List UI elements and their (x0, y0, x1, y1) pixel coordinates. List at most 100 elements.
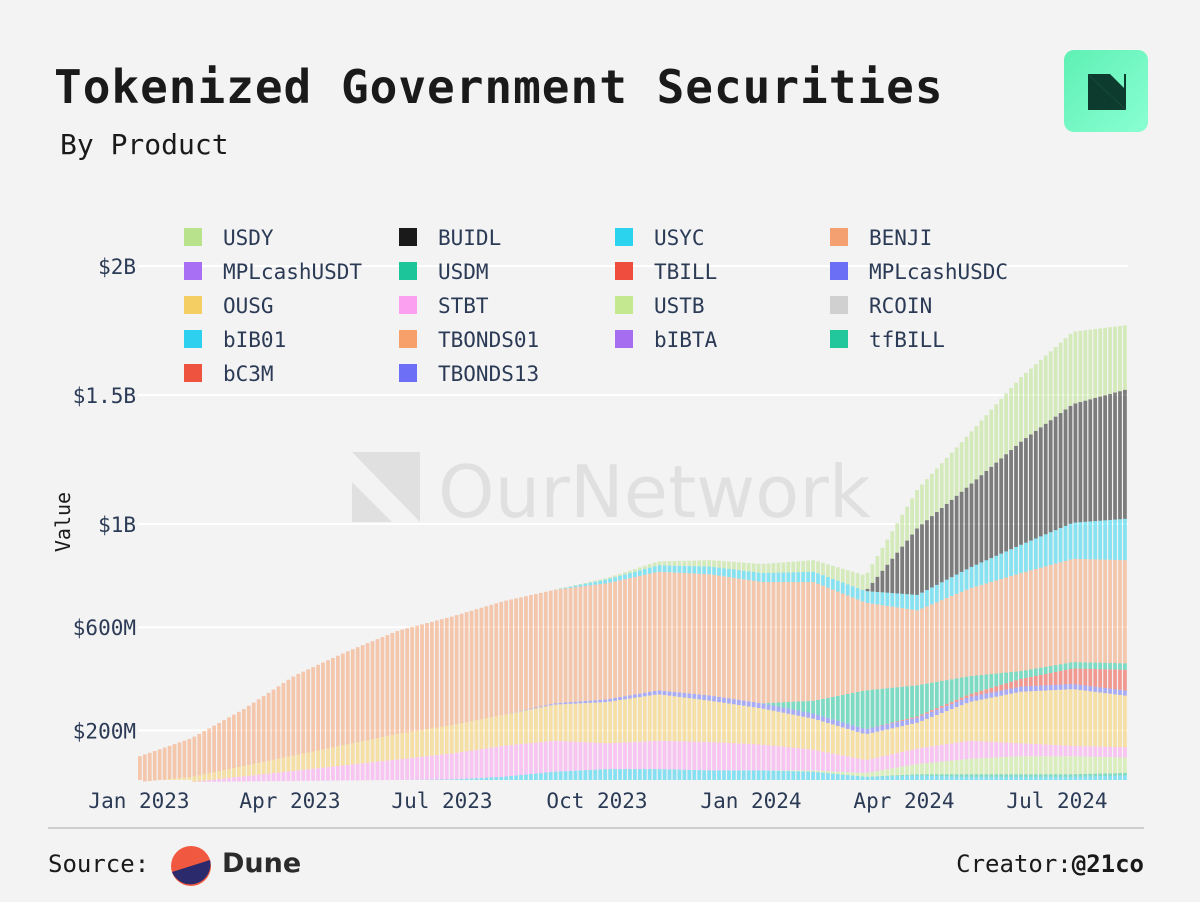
bar-segment-BUIDL (1024, 438, 1028, 543)
bar-segment-bIB01 (766, 770, 771, 780)
bar-segment-USDY (573, 585, 578, 586)
bar-segment-OUSG (1108, 693, 1112, 747)
bar-segment-BUIDL (1068, 405, 1073, 524)
bar-segment-MPLcashUSDC (578, 701, 583, 704)
bar-segment-MPLcashUSDC (826, 717, 830, 723)
bar-segment-STBT (197, 781, 202, 782)
legend-item[interactable]: USTB (615, 294, 705, 318)
bar-segment-USTB (925, 763, 929, 775)
legend-item[interactable]: TBONDS13 (399, 362, 539, 386)
bar-segment-tfBILL (890, 775, 895, 777)
bar-segment-OUSG (360, 741, 365, 764)
bar-segment-bIB01 (633, 769, 637, 780)
bar-segment-BUIDL (959, 491, 964, 572)
bar-stack (756, 563, 761, 780)
bar-segment-BENJI (969, 587, 974, 677)
bar-segment-STBT (816, 750, 820, 771)
bar-segment-OUSG (717, 702, 721, 743)
bar-segment-BENJI (717, 575, 721, 697)
bar-segment-bIB01 (831, 773, 835, 780)
bar-segment-USYC (984, 560, 989, 584)
bar-segment-USDY (840, 568, 845, 583)
y-tick-label: $2B (98, 255, 136, 279)
bar-segment-USDM (1053, 665, 1058, 672)
bar-segment-MPLcashUSDC (746, 701, 751, 707)
bar-segment-BENJI (365, 643, 370, 741)
bar-segment-USYC (816, 573, 820, 584)
bar-segment-STBT (543, 741, 548, 773)
bar-stack (504, 600, 509, 780)
bar-stack (420, 624, 424, 780)
legend-item[interactable]: USDY (184, 226, 274, 250)
bar-segment-BENJI (687, 573, 692, 694)
bar-segment-STBT (202, 780, 207, 782)
bar-segment-USDY (657, 561, 662, 566)
bar-segment-STBT (999, 742, 1004, 758)
bar-segment-OUSG (237, 766, 241, 777)
bar-stack (296, 673, 301, 781)
bar-stack (266, 692, 271, 782)
bar-segment-STBT (746, 743, 751, 771)
bar-segment-BENJI (722, 576, 726, 698)
legend-item[interactable]: tfBILL (830, 328, 945, 352)
legend-item[interactable]: TBILL (615, 260, 717, 284)
bar-segment-OUSG (925, 718, 929, 748)
legend-item[interactable]: USDM (399, 260, 489, 284)
legend-item[interactable]: TBONDS01 (399, 328, 539, 352)
bar-stack (1073, 331, 1078, 780)
bar-segment-MPLcashUSDC (1058, 684, 1063, 690)
bar-segment-MPLcashUSDC (588, 700, 593, 703)
bar-stack (994, 404, 999, 780)
bar-segment-OUSG (860, 733, 865, 760)
bar-segment-BUIDL (925, 520, 929, 591)
bar-segment-TBILL (1029, 676, 1033, 687)
bar-segment-STBT (657, 740, 662, 770)
bar-segment-OUSG (895, 727, 900, 754)
bar-stack (707, 560, 711, 780)
bar-stack (910, 498, 914, 780)
bar-segment-USYC (741, 570, 746, 580)
legend-label: MPLcashUSDT (223, 260, 362, 284)
bar-segment-USYC (910, 594, 914, 610)
bar-segment-STBT (207, 780, 212, 782)
bar-segment-STBT (425, 756, 429, 780)
bar-segment-USTB (890, 768, 895, 776)
bar-segment-USTB (989, 757, 994, 775)
bar-segment-USYC (880, 592, 885, 606)
legend-item[interactable]: MPLcashUSDC (830, 260, 1008, 284)
bar-segment-STBT (355, 763, 360, 781)
bar-segment-tfBILL (1024, 774, 1028, 777)
bar-segment-STBT (741, 743, 746, 771)
bar-segment-STBT (1009, 742, 1013, 757)
legend-item[interactable]: BENJI (830, 226, 932, 250)
bar-segment-OUSG (756, 707, 761, 745)
bar-segment-USTB (831, 771, 835, 774)
bar-segment-USYC (806, 571, 810, 583)
bar-segment-bIB01 (732, 770, 736, 780)
bar-segment-BENJI (618, 580, 622, 698)
bar-segment-BUIDL (1004, 454, 1008, 552)
bar-segment-BENJI (910, 609, 914, 686)
bar-segment-bIB01 (1083, 776, 1088, 780)
bar-segment-OUSG (930, 716, 934, 747)
legend-item[interactable]: bIB01 (184, 328, 286, 352)
legend-item[interactable]: bIBTA (615, 328, 718, 352)
bar-segment-bIB01 (1108, 775, 1112, 780)
bar-segment-BENJI (905, 608, 909, 687)
bar-segment-STBT (420, 756, 424, 780)
bar-segment-bIB01 (707, 770, 711, 780)
bar-segment-USDY (613, 575, 617, 578)
bar-segment-BENJI (563, 588, 568, 703)
legend-item[interactable]: bC3M (184, 362, 274, 386)
legend-item[interactable]: RCOIN (830, 294, 932, 318)
legend-item[interactable]: MPLcashUSDT (184, 260, 362, 284)
legend-item[interactable]: BUIDL (399, 226, 501, 250)
bar-segment-BENJI (558, 589, 563, 703)
bar-segment-TBILL (1038, 674, 1043, 686)
legend-item[interactable]: OUSG (184, 294, 274, 318)
legend-item[interactable]: STBT (399, 294, 489, 318)
legend-item[interactable]: USYC (615, 226, 705, 250)
bar-segment-bIB01 (677, 769, 682, 780)
bar-segment-USYC (826, 576, 830, 588)
bar-segment-BENJI (598, 584, 603, 700)
